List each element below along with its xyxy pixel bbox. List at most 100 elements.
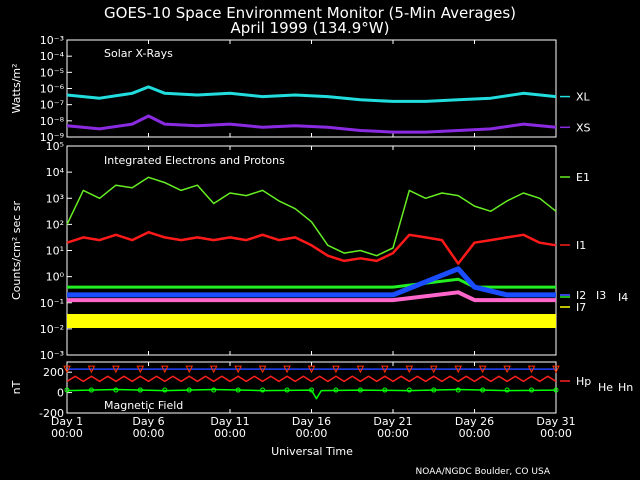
he-marker (552, 365, 560, 374)
hn-marker (260, 387, 266, 393)
hn-marker (480, 387, 486, 393)
x-tick-label: Day 26 (455, 415, 494, 428)
y-tick-label: 10⁴ (46, 166, 65, 179)
hn-marker (235, 387, 241, 393)
he-marker (503, 365, 511, 374)
he-marker (136, 365, 145, 374)
series-line-xs (66, 114, 557, 134)
legend-label-i3: I3 (596, 289, 606, 302)
y-tick-label: 10⁻³ (40, 34, 64, 47)
series-line-i2 (67, 290, 556, 303)
y-tick-label: 10¹ (46, 245, 64, 258)
he-marker (527, 365, 536, 374)
y-tick-label: 0 (57, 387, 64, 400)
he-marker (234, 365, 242, 374)
legend-label-i4: I4 (618, 291, 628, 304)
hn-marker (162, 387, 168, 393)
he-marker (160, 365, 169, 374)
hn-marker (64, 387, 70, 393)
legend-label-xs: XS (576, 121, 591, 134)
series-line-hp (66, 375, 557, 383)
he-marker (63, 365, 71, 374)
xray-panel-label: Solar X-Rays (104, 47, 173, 60)
x-tick-time: 00:00 (459, 427, 491, 440)
hn-marker (553, 387, 559, 393)
he-marker (478, 365, 487, 374)
legend-label-xl: XL (576, 91, 591, 104)
he-marker (283, 365, 291, 374)
particle-y-axis-label: Counts/cm² sec sr (10, 200, 23, 300)
hn-marker (88, 387, 94, 393)
hn-marker (113, 387, 119, 393)
x-tick-label: Day 16 (292, 415, 331, 428)
x-tick-time: 00:00 (377, 427, 409, 440)
y-tick-label: 10³ (46, 192, 64, 205)
x-axis-label: Universal Time (271, 445, 353, 458)
hn-marker (211, 387, 217, 393)
hn-marker (455, 387, 461, 393)
x-tick-time: 00:00 (540, 427, 572, 440)
he-marker (454, 365, 463, 374)
hn-marker (309, 387, 314, 393)
he-marker (87, 365, 96, 374)
series-line-i4 (67, 277, 556, 289)
y-tick-label: 10² (46, 218, 64, 231)
he-marker (209, 365, 218, 374)
x-tick-label: Day 31 (536, 415, 575, 428)
y-tick-label: 10⁻⁶ (40, 83, 65, 96)
hn-marker (357, 387, 363, 393)
x-tick-time: 00:00 (133, 427, 165, 440)
he-marker (332, 365, 340, 374)
footer-credit: NOAA/NGDC Boulder, CO USA (416, 467, 551, 477)
y-tick-label: 10⁻⁹ (40, 131, 64, 144)
hn-marker (137, 387, 143, 393)
y-tick-label: 10⁻⁴ (40, 50, 65, 63)
x-tick-label: Day 21 (373, 415, 412, 428)
legend-label-e1: E1 (576, 171, 590, 184)
he-marker (307, 365, 316, 374)
series-line-xl (66, 85, 557, 103)
hn-marker (406, 387, 412, 393)
y-tick-label: 10⁻² (40, 323, 64, 336)
y-tick-label: 10⁻³ (40, 349, 64, 362)
x-tick-label: Day 11 (210, 415, 249, 428)
he-marker (429, 365, 438, 374)
he-marker (381, 365, 389, 374)
y-tick-label: 10⁻⁵ (40, 66, 64, 79)
series-line-e1 (66, 176, 557, 257)
x-tick-time: 00:00 (214, 427, 246, 440)
particle-panel-label: Integrated Electrons and Protons (104, 154, 285, 167)
hn-marker (529, 387, 535, 393)
series-line-i3 (67, 266, 556, 298)
hn-marker (382, 387, 388, 393)
y-tick-label: -200 (39, 407, 64, 420)
legend-label-i2: I2 (576, 289, 586, 302)
y-tick-label: 10⁰ (46, 271, 65, 284)
hn-marker (431, 387, 437, 393)
hn-marker (284, 387, 290, 393)
chart-subtitle: April 1999 (134.9°W) (231, 19, 390, 37)
x-tick-label: Day 1 (51, 415, 83, 428)
he-marker (112, 365, 120, 374)
y-tick-label: 10⁻⁸ (40, 115, 65, 128)
he-marker (356, 365, 365, 374)
y-tick-label: 10⁻⁷ (40, 99, 64, 112)
legend-label-hp: Hp (576, 375, 591, 388)
hn-marker (186, 387, 192, 393)
legend-label-i1: I1 (576, 239, 586, 252)
hn-marker (333, 387, 339, 393)
y-tick-label: 200 (43, 366, 64, 379)
xray-y-axis-label: Watts/m² (10, 63, 23, 113)
series-line-i1 (66, 230, 557, 265)
magnetic-panel-label: Magnetic Field (104, 399, 183, 412)
x-tick-label: Day 6 (132, 415, 164, 428)
chart-title: GOES-10 Space Environment Monitor (5-Min… (104, 4, 516, 22)
y-tick-label: 10⁻¹ (40, 297, 64, 310)
hn-marker (504, 387, 510, 393)
magnetic-y-axis-label: nT (10, 380, 23, 394)
he-marker (185, 365, 194, 374)
x-tick-time: 00:00 (51, 427, 83, 440)
legend-label-he: He (598, 381, 613, 394)
he-marker (258, 365, 267, 374)
